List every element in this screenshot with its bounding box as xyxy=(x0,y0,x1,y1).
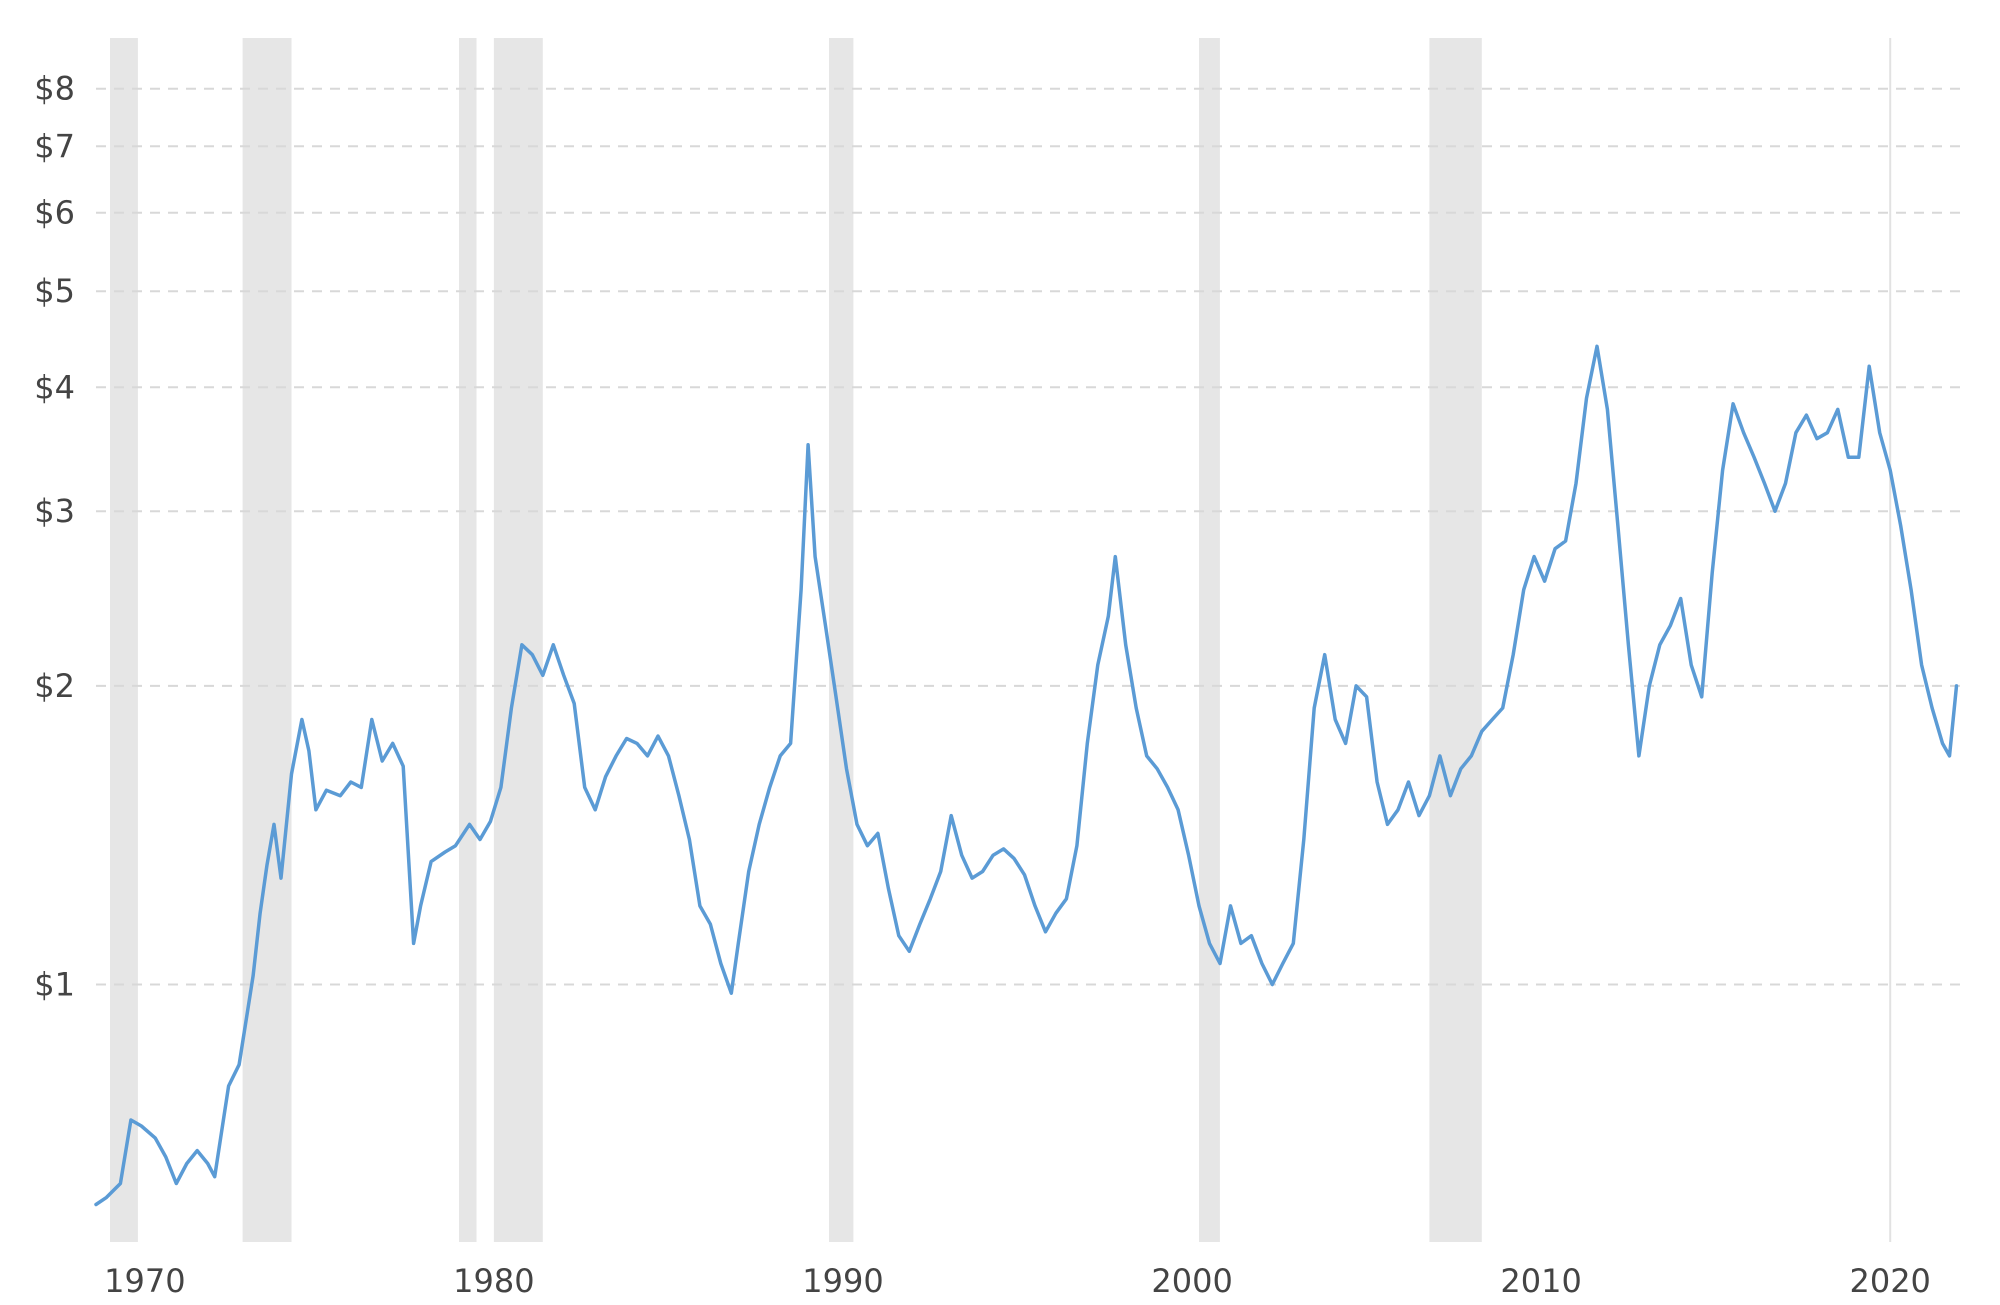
recession-band-3 xyxy=(493,38,543,1242)
x-axis-tick-labels: 1970 1980 1990 2000 2010 2020 xyxy=(104,1262,1931,1300)
recession-band-2 xyxy=(459,38,477,1242)
y-tick-label-5: $5 xyxy=(34,272,75,310)
y-axis-tick-labels: $1 $2 $3 $4 $5 $6 $7 $8 xyxy=(34,70,75,1004)
x-tick-label-2010: 2010 xyxy=(1500,1262,1581,1300)
recession-band-4 xyxy=(829,38,854,1242)
x-tick-label-1990: 1990 xyxy=(802,1262,883,1300)
x-tick-label-1970: 1970 xyxy=(104,1262,185,1300)
x-tick-label-2020: 2020 xyxy=(1849,1262,1930,1300)
recession-band-6 xyxy=(1429,38,1482,1242)
series-layer xyxy=(94,344,1959,1207)
y-tick-label-3: $3 xyxy=(34,492,75,530)
series-line-0 xyxy=(94,344,1959,1207)
recession-bands xyxy=(110,38,1482,1242)
y-tick-label-8: $8 xyxy=(34,70,75,108)
x-tick-label-1980: 1980 xyxy=(453,1262,534,1300)
y-tick-label-7: $7 xyxy=(34,127,75,165)
x-tick-label-2000: 2000 xyxy=(1151,1262,1232,1300)
y-tick-label-6: $6 xyxy=(34,194,75,232)
y-tick-label-2: $2 xyxy=(34,667,75,705)
y-tick-label-4: $4 xyxy=(34,368,75,406)
y-tick-label-1: $1 xyxy=(34,966,75,1004)
recession-band-1 xyxy=(242,38,292,1242)
horizontal-gridlines xyxy=(96,87,1960,986)
recession-band-0 xyxy=(110,38,138,1242)
recession-band-5 xyxy=(1199,38,1220,1242)
